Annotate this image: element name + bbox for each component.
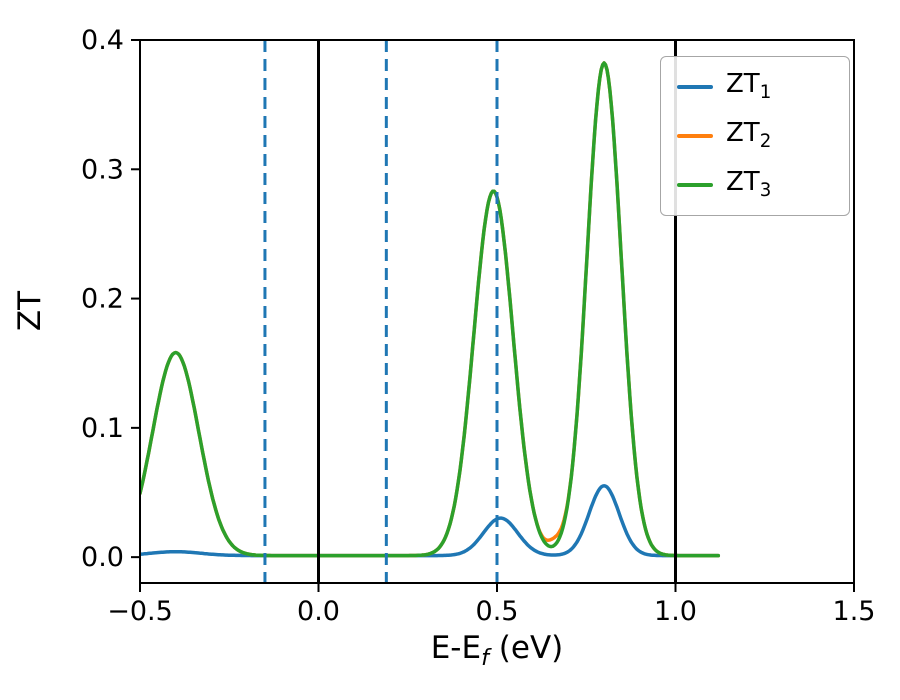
legend-line-swatch-zt1 [677,85,713,90]
legend-entry-zt3: ZT3 [677,167,833,202]
x-axis-label-main: E-E [430,630,482,666]
y-tick-label: 0.1 [81,413,124,444]
y-tick-label: 0.2 [81,284,124,315]
x-axis-label: E-Ef (eV) [431,630,564,671]
x-tick-label: 1.5 [833,596,876,627]
legend-label-zt2: ZT2 [726,118,772,153]
legend-label-zt1: ZT1 [726,69,772,104]
legend-entry-zt1: ZT1 [677,69,833,104]
series-line-zt3 [140,61,721,558]
y-tick-label: 0.3 [81,154,124,185]
legend: ZT1 ZT2 ZT3 [660,56,850,217]
x-tick-label: 0.0 [297,596,340,627]
x-tick-label: 1.0 [654,596,697,627]
legend-line-swatch-zt3 [677,183,713,188]
legend-line-swatch-zt2 [677,134,713,139]
x-tick-label: −0.5 [107,596,173,627]
legend-entry-zt2: ZT2 [677,118,833,153]
curves [140,61,721,558]
y-tick-label: 0.4 [81,25,124,56]
y-axis-label: ZT [12,290,48,332]
x-axis-label-unit: (eV) [488,630,564,666]
y-tick-label: 0.0 [81,542,124,573]
legend-label-zt3: ZT3 [726,167,772,202]
x-axis-label-subscript: f [481,645,489,672]
series-line-zt2 [140,61,721,558]
series-line-zt1 [140,484,721,558]
x-tick-label: 0.5 [476,596,519,627]
